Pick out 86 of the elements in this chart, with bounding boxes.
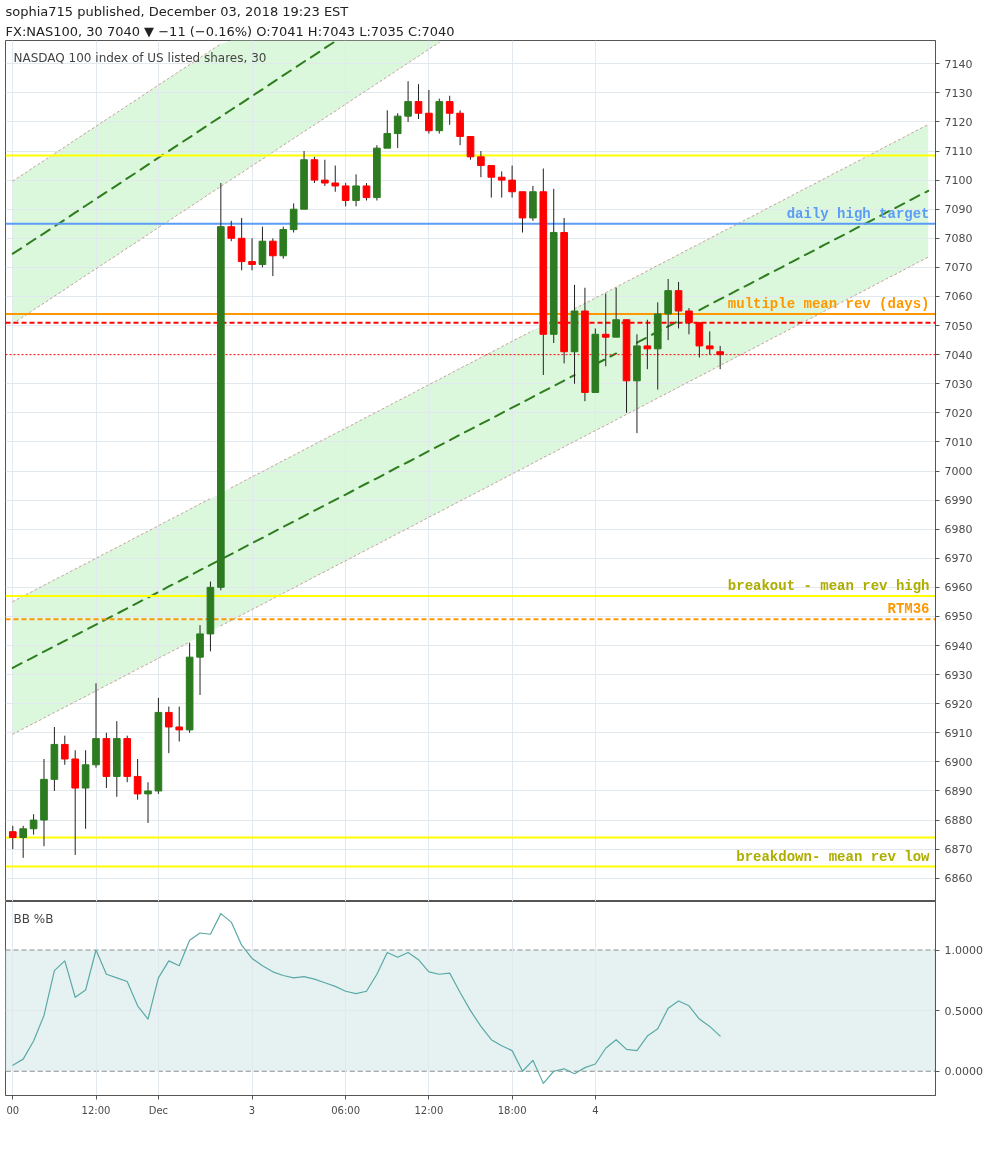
ref-line-label: breakout - mean rev high <box>727 578 930 595</box>
candlestick <box>81 749 90 830</box>
candlestick <box>331 165 340 193</box>
text: BB %B <box>13 911 54 926</box>
line-series <box>11 40 337 255</box>
y-tick-label: 7060 <box>944 290 973 304</box>
y-tick-label: 6870 <box>944 843 973 857</box>
candlestick <box>414 83 423 120</box>
y-tick-label: 7000 <box>944 465 973 478</box>
candlestick <box>289 202 298 233</box>
y-tick-label: 6950 <box>944 610 973 624</box>
candlestick <box>175 706 184 743</box>
y-tick-label: 0.0000 <box>944 1065 983 1079</box>
candlestick <box>258 226 267 268</box>
x-tick-label: 3 <box>248 1104 256 1116</box>
y-tick-label: 7110 <box>944 145 973 159</box>
y-tick-label: 6990 <box>944 494 973 508</box>
x-tick-label: 06:00 <box>331 1104 361 1116</box>
y-tick-label: 1.0000 <box>944 944 983 957</box>
y-tick-label: 6900 <box>944 755 973 769</box>
x-tick-label: 00 <box>6 1104 20 1116</box>
line-series <box>12 913 721 1084</box>
candlestick <box>8 825 17 850</box>
candlestick <box>196 624 204 696</box>
y-tick-label: 7050 <box>944 319 973 333</box>
x-tick-label: 12:00 <box>81 1104 111 1116</box>
y-tick-label: 6980 <box>944 523 973 537</box>
y-tick-label: 7030 <box>944 377 973 391</box>
y-tick-label: 6940 <box>944 639 973 653</box>
candlestick <box>310 156 319 184</box>
candlestick <box>466 135 475 161</box>
y-tick-label: 7010 <box>944 435 973 449</box>
candlestick <box>383 109 392 149</box>
candlestick <box>497 170 506 199</box>
y-tick-label: 6920 <box>944 697 973 711</box>
candlestick <box>487 165 496 199</box>
y-tick-label: 0.5000 <box>944 1004 983 1018</box>
y-tick-label: 7070 <box>944 261 973 275</box>
y-tick-label: 7040 <box>944 348 973 362</box>
y-tick-label: 6960 <box>944 581 973 595</box>
y-tick-label: 6970 <box>944 552 973 566</box>
candlestick <box>352 173 360 207</box>
x-tick-label: 4 <box>592 1104 599 1116</box>
candlestick <box>164 706 173 754</box>
candlestick <box>341 182 350 207</box>
ref-line-label: multiple mean rev (days) <box>727 295 930 312</box>
candlestick <box>29 813 38 836</box>
x-tick-label: Dec <box>148 1104 169 1116</box>
y-tick-label: 6860 <box>944 872 973 886</box>
x-tick-label: 12:00 <box>414 1104 444 1116</box>
candlestick <box>425 89 433 135</box>
y-tick-label: 7090 <box>944 203 973 217</box>
text: NASDAQ 100 index of US listed shares, 30 <box>13 50 267 65</box>
candlestick <box>393 112 402 149</box>
text: sophia715 published, December 03, 2018 19:23 EST <box>5 4 349 19</box>
y-tick-label: 7020 <box>944 406 973 420</box>
candlestick <box>269 237 277 277</box>
y-tick-label: 6930 <box>944 668 973 682</box>
chart-subtitle: FX:NAS100, 30 7040 ▼ −11 (−0.16%) O:7041 H:7043 L:7035 C:7040 <box>5 24 455 39</box>
candlestick <box>508 165 516 199</box>
candlestick <box>19 825 28 859</box>
candlestick <box>227 220 236 242</box>
candlestick <box>133 758 142 801</box>
y-tick-label: 7140 <box>944 57 973 71</box>
x-tick-label: 18:00 <box>497 1104 527 1116</box>
y-tick-label: 7120 <box>944 115 973 129</box>
candlestick <box>248 237 256 271</box>
candlestick <box>612 287 620 338</box>
candlestick <box>237 217 246 271</box>
candlestick <box>321 159 329 187</box>
candlestick <box>60 735 69 766</box>
ref-line-label: RTM36 <box>887 601 930 618</box>
y-tick-label: 6890 <box>944 784 973 798</box>
candlestick <box>404 80 412 123</box>
y-tick-label: 7080 <box>944 232 973 246</box>
candlestick <box>664 278 672 341</box>
y-tick-label: 7130 <box>944 86 973 100</box>
candlestick <box>477 150 485 178</box>
ref-line-label: breakdown- mean rev low <box>736 848 931 865</box>
ref-line-label: daily high target <box>786 205 930 222</box>
candlestick <box>456 109 464 146</box>
candlestick <box>445 95 454 126</box>
y-tick-label: 6910 <box>944 726 973 740</box>
y-tick-label: 6880 <box>944 814 973 828</box>
candlestick <box>144 781 152 824</box>
y-tick-label: 7100 <box>944 174 973 188</box>
